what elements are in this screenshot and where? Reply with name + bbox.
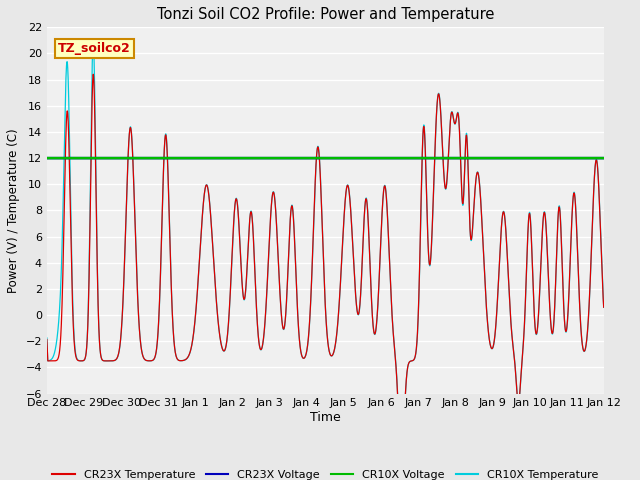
Text: TZ_soilco2: TZ_soilco2: [58, 42, 131, 55]
Legend: CR23X Temperature, CR23X Voltage, CR10X Voltage, CR10X Temperature: CR23X Temperature, CR23X Voltage, CR10X …: [48, 465, 603, 480]
Y-axis label: Power (V) / Temperature (C): Power (V) / Temperature (C): [7, 128, 20, 293]
Title: Tonzi Soil CO2 Profile: Power and Temperature: Tonzi Soil CO2 Profile: Power and Temper…: [157, 7, 494, 22]
X-axis label: Time: Time: [310, 411, 340, 424]
